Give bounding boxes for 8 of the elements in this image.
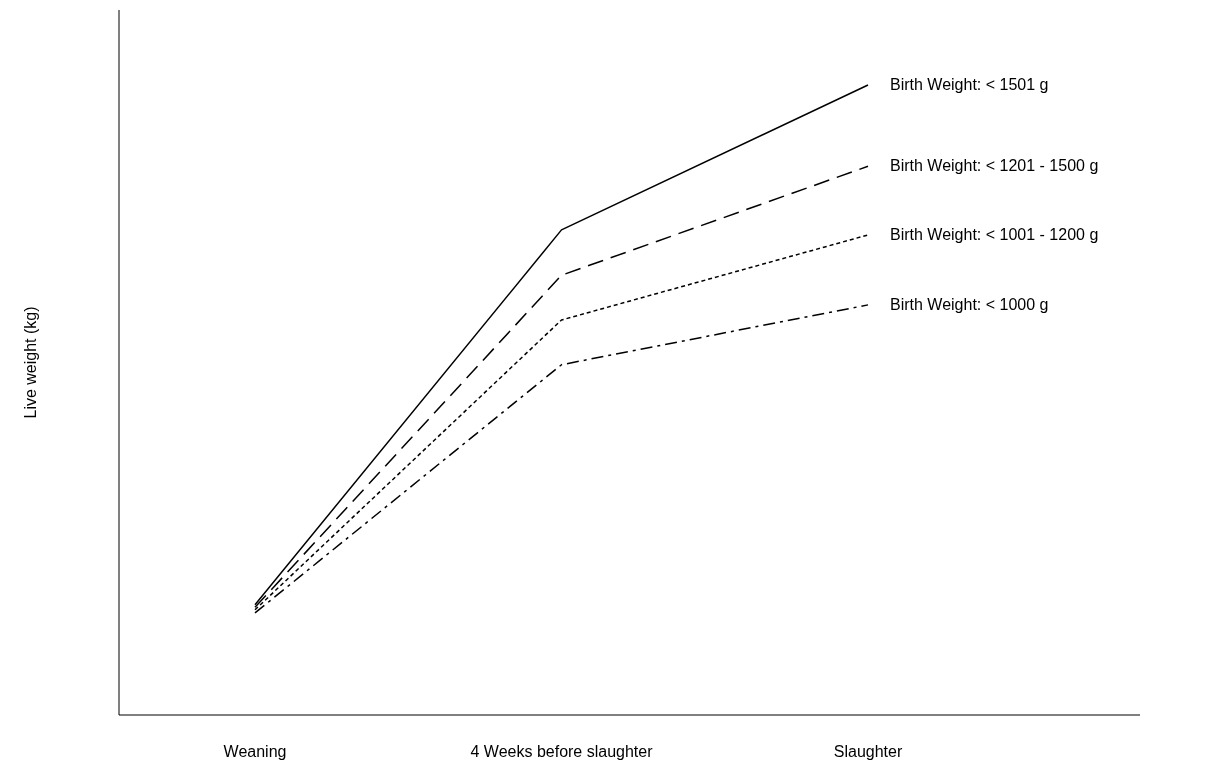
series-label: Birth Weight: < 1000 g	[890, 295, 1049, 313]
y-axis-title: Live weight (kg)	[22, 306, 39, 419]
series-label: Birth Weight: < 1001 - 1200 g	[890, 225, 1099, 243]
x-tick-label: Slaughter	[833, 743, 903, 760]
series-label: Birth Weight: < 1501 g	[890, 76, 1049, 93]
x-tick-label: Weaning	[223, 743, 287, 760]
x-tick-label: 4 Weeks before slaughter	[470, 743, 654, 760]
series-label: Birth Weight: < 1201 - 1500 g	[890, 157, 1099, 175]
